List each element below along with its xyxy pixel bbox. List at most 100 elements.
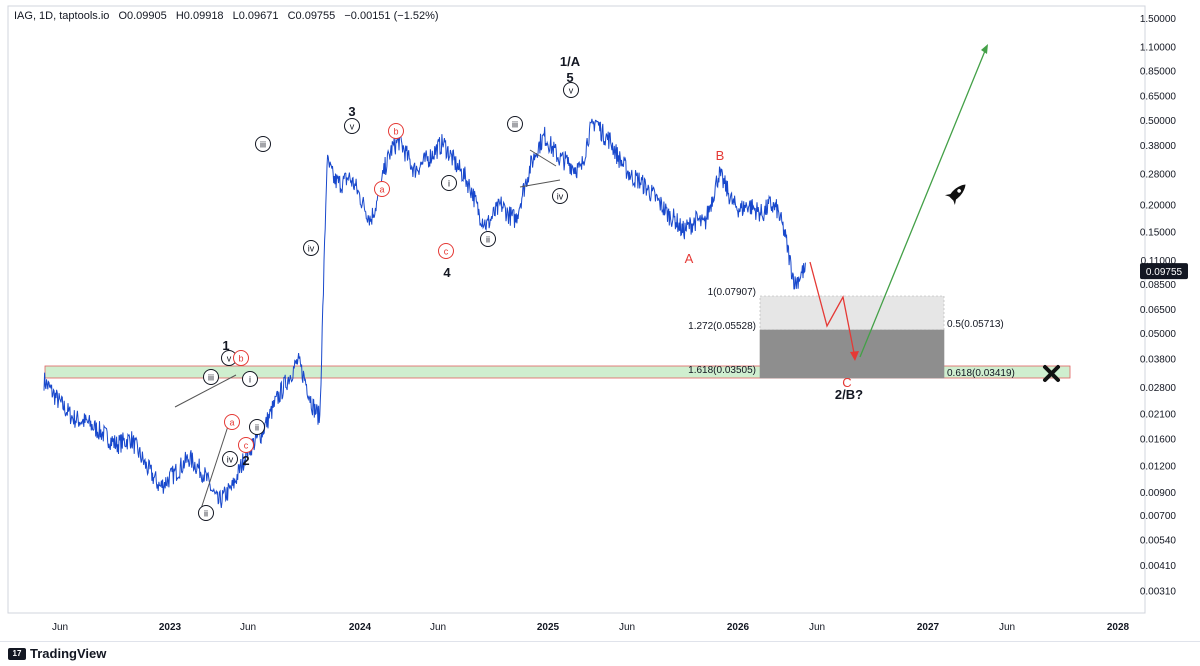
circled-wave-label-red: b bbox=[393, 127, 398, 137]
fib-retracement-label: 0.5(0.05713) bbox=[947, 319, 1004, 330]
y-tick-label: 0.15000 bbox=[1140, 227, 1177, 238]
circled-wave-label-circle bbox=[441, 175, 457, 191]
y-tick-label: 1.50000 bbox=[1140, 14, 1177, 25]
fib-level-label: 1.272(0.05528) bbox=[688, 321, 756, 332]
plot-area bbox=[7, 5, 1146, 614]
circled-wave-label-circle bbox=[198, 505, 214, 521]
circled-wave-label: iv bbox=[227, 455, 234, 465]
brand-text: TradingView bbox=[30, 646, 107, 661]
x-tick-label: 2024 bbox=[349, 622, 372, 633]
ohlc-high: H0.09918 bbox=[175, 10, 224, 22]
y-tick-label: 0.38000 bbox=[1140, 141, 1177, 152]
x-tick-label: 2023 bbox=[159, 622, 182, 633]
x-tick-label: Jun bbox=[240, 622, 256, 633]
y-tick-label: 0.02800 bbox=[1140, 383, 1177, 394]
circled-wave-label-circle bbox=[249, 419, 265, 435]
circled-wave-label-circle bbox=[344, 118, 360, 134]
triangle-upper bbox=[529, 149, 557, 167]
circled-wave-label-circle bbox=[552, 188, 568, 204]
circled-wave-label: v bbox=[569, 86, 574, 96]
symbol-line: IAG, 1D, taptools.io bbox=[14, 10, 110, 22]
y-tick-label: 0.03800 bbox=[1140, 355, 1177, 366]
wave-label: 1/A bbox=[560, 54, 581, 69]
x-tick-label: Jun bbox=[809, 622, 825, 633]
circled-wave-label: iv bbox=[557, 192, 564, 202]
wave-label-red: A bbox=[685, 251, 694, 266]
triangle-lower bbox=[519, 179, 561, 188]
circled-wave-label-red-circle bbox=[233, 350, 249, 366]
y-tick-label: 0.00310 bbox=[1140, 587, 1177, 598]
circled-wave-label-circle bbox=[203, 369, 219, 385]
circled-wave-label-red: a bbox=[229, 418, 234, 428]
circled-wave-label: ii bbox=[204, 509, 208, 519]
y-tick-label: 0.01600 bbox=[1140, 435, 1177, 446]
circled-wave-label: ii bbox=[486, 235, 490, 245]
circled-wave-label-circle bbox=[507, 116, 523, 132]
x-tick-label: 2025 bbox=[537, 622, 560, 633]
x-tick-label: Jun bbox=[430, 622, 446, 633]
ohlc-low: L0.09671 bbox=[232, 10, 279, 22]
y-tick-label: 1.10000 bbox=[1140, 43, 1177, 54]
wave-label-red: C bbox=[842, 375, 851, 390]
tradingview-logo-icon: 17 bbox=[8, 647, 26, 660]
x-tick-label: 2027 bbox=[917, 622, 940, 633]
circled-wave-label-red-circle bbox=[224, 414, 240, 430]
y-tick-label: 0.01200 bbox=[1140, 461, 1177, 472]
circled-wave-label: i bbox=[448, 179, 450, 189]
circled-wave-label: iv bbox=[308, 244, 315, 254]
circled-wave-label-circle bbox=[222, 451, 238, 467]
fib-retracement-label: 0.618(0.03419) bbox=[947, 368, 1015, 379]
circled-wave-label-red: b bbox=[238, 354, 243, 364]
last-price-label: 0.09755 bbox=[1146, 267, 1183, 278]
fib-box-light bbox=[759, 295, 945, 331]
x-tick-label: Jun bbox=[619, 622, 635, 633]
fib-level-label: 1.618(0.03505) bbox=[688, 365, 756, 376]
circled-wave-label: i bbox=[249, 375, 251, 385]
circled-wave-label-red-circle bbox=[438, 243, 454, 259]
price-line bbox=[43, 118, 806, 509]
circled-wave-label-circle bbox=[480, 231, 496, 247]
wave-label: 4 bbox=[443, 265, 451, 280]
y-tick-label: 0.28000 bbox=[1140, 169, 1177, 180]
red-projection-path bbox=[809, 261, 856, 359]
wave-label: 2/B? bbox=[835, 387, 863, 402]
green-projection-line bbox=[859, 45, 988, 358]
circled-wave-label: ii bbox=[255, 423, 259, 433]
y-tick-label: 0.00410 bbox=[1140, 561, 1177, 572]
circled-wave-label-circle bbox=[303, 240, 319, 256]
circled-wave-label: v bbox=[350, 122, 355, 132]
price-series bbox=[43, 118, 806, 509]
circled-wave-label: iii bbox=[208, 373, 214, 383]
circled-wave-label-circle bbox=[255, 136, 271, 152]
wave-label: 2 bbox=[242, 453, 249, 468]
tradingview-brand[interactable]: 17 TradingView bbox=[8, 646, 106, 661]
y-tick-label: 0.65000 bbox=[1140, 91, 1177, 102]
circled-wave-label-red-circle bbox=[374, 181, 390, 197]
fib-level-label: 1(0.07907) bbox=[708, 287, 756, 298]
red-arrowhead bbox=[850, 351, 859, 361]
y-tick-label: 0.85000 bbox=[1140, 67, 1177, 78]
circled-wave-label-red: c bbox=[244, 441, 249, 451]
y-tick-label: 0.00900 bbox=[1140, 488, 1177, 499]
wave-label: 3 bbox=[348, 104, 355, 119]
circled-wave-label-red-circle bbox=[238, 437, 254, 453]
close-x-icon bbox=[1043, 365, 1060, 382]
rocket-icon bbox=[944, 184, 966, 206]
wave-trendline bbox=[199, 419, 231, 513]
symbol-header: IAG, 1D, taptools.io O0.09905 H0.09918 L… bbox=[14, 10, 439, 22]
footer-bar: 17 TradingView bbox=[0, 641, 1200, 666]
y-tick-label: 0.02100 bbox=[1140, 409, 1177, 420]
x-tick-label: Jun bbox=[52, 622, 68, 633]
y-tick-label: 0.00540 bbox=[1140, 535, 1177, 546]
x-tick-label: 2028 bbox=[1107, 622, 1130, 633]
wave-label: 1 bbox=[222, 338, 229, 353]
circled-wave-label: iii bbox=[512, 120, 518, 130]
time-axis: Jun 2023 Jun 2024 Jun 2025 Jun 2026 Jun 2027 Jun 20… bbox=[52, 622, 1130, 633]
wave-label-red: B bbox=[716, 148, 725, 163]
ohlc-close: C0.09755 bbox=[287, 10, 336, 22]
y-tick-label: 0.00700 bbox=[1140, 511, 1177, 522]
y-tick-label: 0.08500 bbox=[1140, 280, 1177, 291]
wave-label: 5 bbox=[566, 70, 573, 85]
